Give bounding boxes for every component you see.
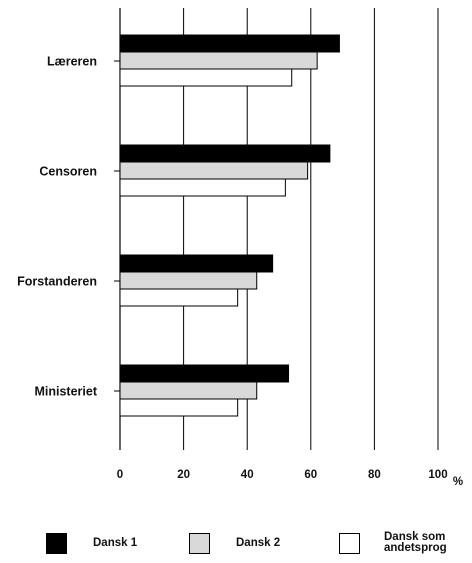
category-label: Censoren [39,165,97,179]
bar [119,254,274,273]
legend-swatch-dansk-som-andetsprog [339,533,360,554]
bar [119,144,331,163]
bars [119,34,340,417]
legend-item-dansk-2: Dansk 2 [189,533,280,554]
bar [119,288,239,307]
legend-label: Dansk 1 [93,537,138,549]
category-label: Læreren [47,55,97,69]
legend-item-dansk-som-andetsprog: Dansk som andetsprog [339,530,447,554]
x-tick-label: 0 [117,469,123,481]
bar [119,51,318,70]
x-tick-label: 20 [177,469,190,481]
bar [119,178,286,197]
category-label: Forstanderen [17,275,97,289]
legend-label: Dansk som andetsprog [384,530,447,554]
legend-swatch-dansk-1 [46,533,67,554]
bar [119,161,309,180]
bar [119,381,258,400]
bar [119,271,258,290]
bar [119,34,340,53]
legend-label: Dansk 2 [236,537,281,549]
x-tick-label: 40 [241,469,254,481]
x-tick-label: 60 [304,469,317,481]
bar [119,398,239,417]
bar [119,68,293,87]
x-tick-label: 80 [368,469,381,481]
legend-item-dansk-1: Dansk 1 [46,533,137,554]
bar [119,364,290,383]
category-labels: Læreren Censoren Forstanderen Ministeriet [17,55,120,399]
x-unit-label: % [453,476,463,488]
category-label: Ministeriet [34,385,97,399]
x-tick-label: 100 [428,469,447,481]
x-axis-ticks: 0 20 40 60 80 100 [117,469,448,481]
legend-swatch-dansk-2 [189,533,210,554]
